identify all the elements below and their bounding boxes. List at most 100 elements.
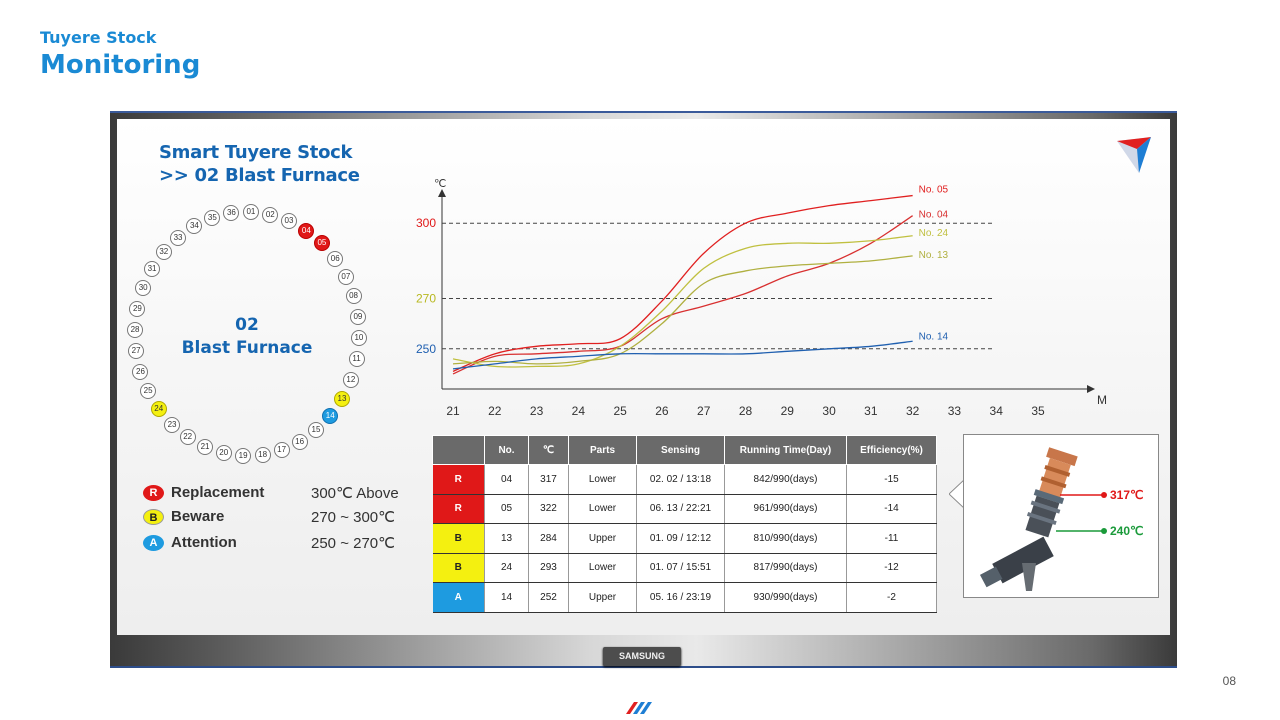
tuyere-29[interactable]: 29	[129, 300, 146, 317]
table-cell-eff: -14	[846, 494, 937, 524]
table-cell-no: 05	[484, 494, 529, 524]
x-tick-label: 27	[697, 404, 711, 418]
series-line-13	[452, 255, 913, 365]
tuyere-24[interactable]: 24	[150, 401, 167, 418]
series-line-24	[452, 235, 913, 368]
tuyere-19[interactable]: 19	[235, 447, 252, 464]
tuyere-17[interactable]: 17	[273, 442, 290, 459]
x-tick-label: 32	[906, 404, 920, 418]
table-row[interactable]: B 13 284 Upper 01. 09 / 12:12 810/990(days) -1…	[432, 523, 937, 554]
legend-name: Attention	[171, 534, 237, 551]
tuyere-02[interactable]: 02	[262, 206, 279, 223]
tuyere-12[interactable]: 12	[342, 371, 359, 388]
table-header-cell	[432, 435, 485, 465]
table-cell-running: 930/990(days)	[724, 582, 847, 613]
tuyere-01[interactable]: 01	[242, 204, 259, 221]
tuyere-21[interactable]: 21	[197, 439, 214, 456]
table-row[interactable]: B 24 293 Lower 01. 07 / 15:51 817/990(days) -1…	[432, 553, 937, 583]
tuyere-13[interactable]: 13	[333, 390, 350, 407]
tuyere-28[interactable]: 28	[127, 321, 144, 338]
table-cell-running: 810/990(days)	[724, 523, 847, 554]
tuyere-34[interactable]: 34	[186, 218, 203, 235]
slide-title: Monitoring	[40, 50, 201, 80]
x-tick-label: 34	[990, 404, 1004, 418]
tuyere-05[interactable]: 05	[313, 235, 330, 252]
table-cell-status: R	[432, 464, 485, 495]
tuyere-22[interactable]: 22	[179, 429, 196, 446]
series-line-14	[452, 340, 913, 370]
legend-badge: A	[143, 535, 164, 551]
tuyere-10[interactable]: 10	[350, 330, 367, 347]
temperature-chart: ℃ M 300 270 250 21 22 23 24 25 26 27 28 29 30 31 32 33 34 3…	[416, 178, 1107, 418]
x-tick-label: 23	[530, 404, 544, 418]
tuyere-20[interactable]: 20	[215, 445, 232, 462]
status-legend: R Replacement 300℃ Above B Beware 270 ~ 300℃ A…	[141, 481, 411, 553]
table-row[interactable]: R 04 317 Lower 02. 02 / 13:18 842/990(days) -1…	[432, 464, 937, 495]
tuyere-07[interactable]: 07	[337, 268, 354, 285]
series-line-05	[452, 194, 913, 373]
legend-range: 250 ~ 270℃	[311, 535, 395, 552]
reference-label-250: 250	[416, 342, 436, 356]
table-cell-no: 13	[484, 523, 529, 554]
tuyere-status-table: No. ℃ Parts Sensing Running Time(Day) Efficie…	[432, 435, 937, 613]
legend-name: Replacement	[171, 484, 265, 501]
tuyere-27[interactable]: 27	[128, 342, 145, 359]
tuyere-09[interactable]: 09	[349, 309, 366, 326]
table-cell-temp: 284	[528, 523, 569, 554]
table-header-cell: Running Time(Day)	[724, 435, 847, 465]
tuyere-33[interactable]: 33	[170, 229, 187, 246]
tuyere-03[interactable]: 03	[280, 212, 297, 229]
x-tick-label: 30	[822, 404, 836, 418]
series-label-14: No. 14	[919, 331, 949, 342]
table-cell-sensing: 05. 16 / 23:19	[636, 582, 725, 613]
tuyere-14[interactable]: 14	[322, 407, 339, 424]
tuyere-08[interactable]: 08	[345, 288, 362, 305]
screen-title-line2: >> 02 Blast Furnace	[159, 165, 360, 186]
upper-temp-label: 317℃	[1110, 488, 1144, 502]
table-header-cell: Parts	[568, 435, 637, 465]
x-tick-label: 31	[864, 404, 878, 418]
table-header-row: No. ℃ Parts Sensing Running Time(Day) Efficie…	[432, 435, 937, 465]
table-header-cell: ℃	[528, 435, 569, 465]
tuyere-35[interactable]: 35	[204, 209, 221, 226]
monitor-frame: Smart Tuyere Stock >> 02 Blast Furnace 0…	[110, 111, 1177, 668]
y-axis-label: ℃	[434, 178, 446, 190]
legend-range: 270 ~ 300℃	[311, 509, 395, 526]
table-cell-eff: -15	[846, 464, 937, 495]
tuyere-32[interactable]: 32	[155, 244, 172, 261]
table-cell-part: Upper	[568, 523, 637, 554]
tuyere-26[interactable]: 26	[132, 363, 149, 380]
tuyere-model-icon	[979, 447, 1107, 591]
tuyere-31[interactable]: 31	[144, 261, 161, 278]
tuyere-18[interactable]: 18	[254, 446, 271, 463]
table-header-cell: No.	[484, 435, 529, 465]
table-cell-temp: 293	[528, 553, 569, 583]
table-cell-status: R	[432, 494, 485, 524]
table-cell-sensing: 02. 02 / 13:18	[636, 464, 725, 495]
legend-badge: R	[143, 485, 164, 501]
table-row[interactable]: A 14 252 Upper 05. 16 / 23:19 930/990(days) -2	[432, 582, 937, 613]
tuyere-11[interactable]: 11	[348, 351, 365, 368]
tuyere-36[interactable]: 36	[223, 205, 240, 222]
series-label-04: No. 04	[919, 210, 949, 221]
tuyere-04[interactable]: 04	[298, 222, 315, 239]
tuyere-06[interactable]: 06	[327, 250, 344, 267]
screen-title-line1: Smart Tuyere Stock	[159, 142, 353, 163]
tuyere-23[interactable]: 23	[164, 416, 181, 433]
table-row[interactable]: R 05 322 Lower 06. 13 / 22:21 961/990(days) -1…	[432, 494, 937, 524]
table-cell-temp: 252	[528, 582, 569, 613]
table-cell-part: Upper	[568, 582, 637, 613]
tuyere-25[interactable]: 25	[140, 383, 157, 400]
slide-subtitle: Tuyere Stock	[40, 28, 157, 47]
tuyere-detail-callout: 317℃ 240℃	[963, 434, 1159, 598]
table-body: R 04 317 Lower 02. 02 / 13:18 842/990(days) -1…	[432, 464, 937, 613]
y-axis-arrow	[438, 189, 446, 197]
tuyere-15[interactable]: 15	[307, 422, 324, 439]
table-cell-eff: -11	[846, 523, 937, 554]
tuyere-30[interactable]: 30	[135, 280, 152, 297]
tuyere-16[interactable]: 16	[291, 433, 308, 450]
legend-item: R Replacement 300℃ Above	[141, 481, 411, 505]
x-tick-label: 35	[1031, 404, 1045, 418]
table-cell-running: 842/990(days)	[724, 464, 847, 495]
